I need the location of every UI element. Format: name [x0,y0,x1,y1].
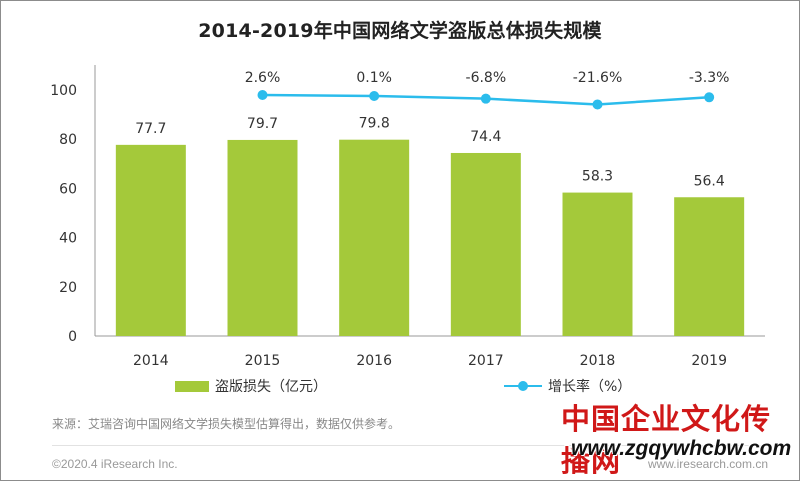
source-note: 来源：艾瑞咨询中国网络文学损失模型估算得出，数据仅供参考。 [52,417,401,431]
growth-value-label: -3.3% [689,70,730,86]
growth-value-label: 2.6% [245,70,281,86]
bar [115,144,186,336]
growth-point [369,90,380,101]
legend-bar-swatch [175,380,209,392]
chart-title: 2014-2019年中国网络文学盗版总体损失规模 [198,20,602,42]
growth-value-labels: 2.6% 0.1% -6.8% -21.6% -3.3% [245,70,730,86]
bar [674,197,745,336]
y-tick-label: 100 [50,83,77,99]
growth-value-label: -21.6% [573,70,623,86]
legend-line-item: 增长率（%） [504,376,631,396]
x-tick-label: 2017 [468,353,504,369]
copyright-text: ©2020.4 iResearch Inc. [52,457,178,471]
bar-value-label: 74.4 [470,129,501,145]
x-tick-label: 2019 [691,353,727,369]
x-tick-label: 2014 [133,353,169,369]
x-tick-label: 2018 [580,353,616,369]
watermark-name: 中国企业文化传播网 [561,402,772,478]
bar-value-label: 79.8 [359,116,390,132]
growth-value-label: -6.8% [466,70,507,86]
growth-point [480,93,491,104]
site-url: www.iresearch.com.cn [647,457,768,471]
bar-series [115,139,745,336]
x-tick-label: 2015 [245,353,281,369]
bar-value-label: 79.7 [247,116,278,132]
growth-point [257,90,268,100]
bar-value-labels: 77.7 79.7 79.8 74.4 58.3 56.4 [135,116,725,190]
legend-line-swatch [504,380,542,392]
y-tick-label: 0 [68,329,77,345]
legend-line-label: 增长率（%） [548,379,632,395]
legend-bar-item: 盗版损失（亿元） [175,376,327,396]
growth-point [592,99,603,110]
growth-value-label: 0.1% [356,70,392,86]
y-tick-label: 20 [59,280,77,296]
x-tick-label: 2016 [356,353,392,369]
bar [562,192,633,336]
y-tick-label: 80 [59,132,77,148]
footer-divider [52,445,768,446]
bar-value-label: 56.4 [694,173,725,189]
bar [339,139,410,336]
bar [227,139,298,336]
x-axis: 2014 2015 2016 2017 2018 2019 [95,335,765,369]
growth-point [704,92,715,103]
y-tick-label: 40 [59,231,77,247]
y-axis: 0 20 40 60 80 100 [50,65,96,345]
legend-bar-label: 盗版损失（亿元） [215,379,327,395]
growth-line-series [257,90,715,110]
bar [450,152,521,336]
y-tick-label: 60 [59,181,77,197]
bar-value-label: 77.7 [135,121,166,137]
watermark-url: www.zgqywhcbw.com [571,437,792,460]
bar-value-label: 58.3 [582,169,613,185]
